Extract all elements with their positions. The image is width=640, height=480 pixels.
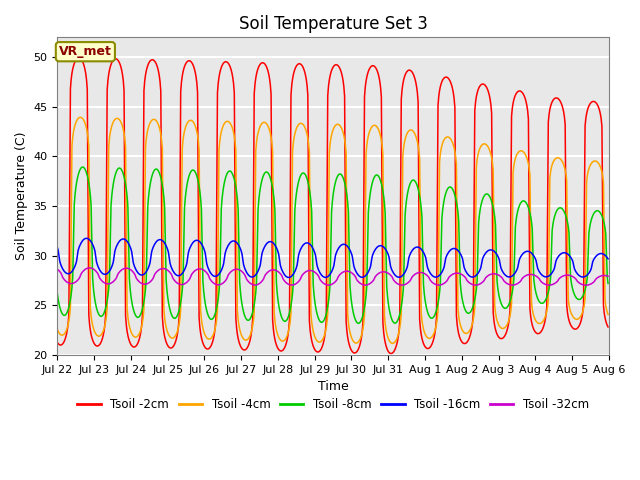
Y-axis label: Soil Temperature (C): Soil Temperature (C)	[15, 132, 28, 260]
Text: VR_met: VR_met	[59, 45, 112, 58]
Legend: Tsoil -2cm, Tsoil -4cm, Tsoil -8cm, Tsoil -16cm, Tsoil -32cm: Tsoil -2cm, Tsoil -4cm, Tsoil -8cm, Tsoi…	[72, 393, 594, 416]
Title: Soil Temperature Set 3: Soil Temperature Set 3	[239, 15, 428, 33]
X-axis label: Time: Time	[317, 380, 349, 393]
